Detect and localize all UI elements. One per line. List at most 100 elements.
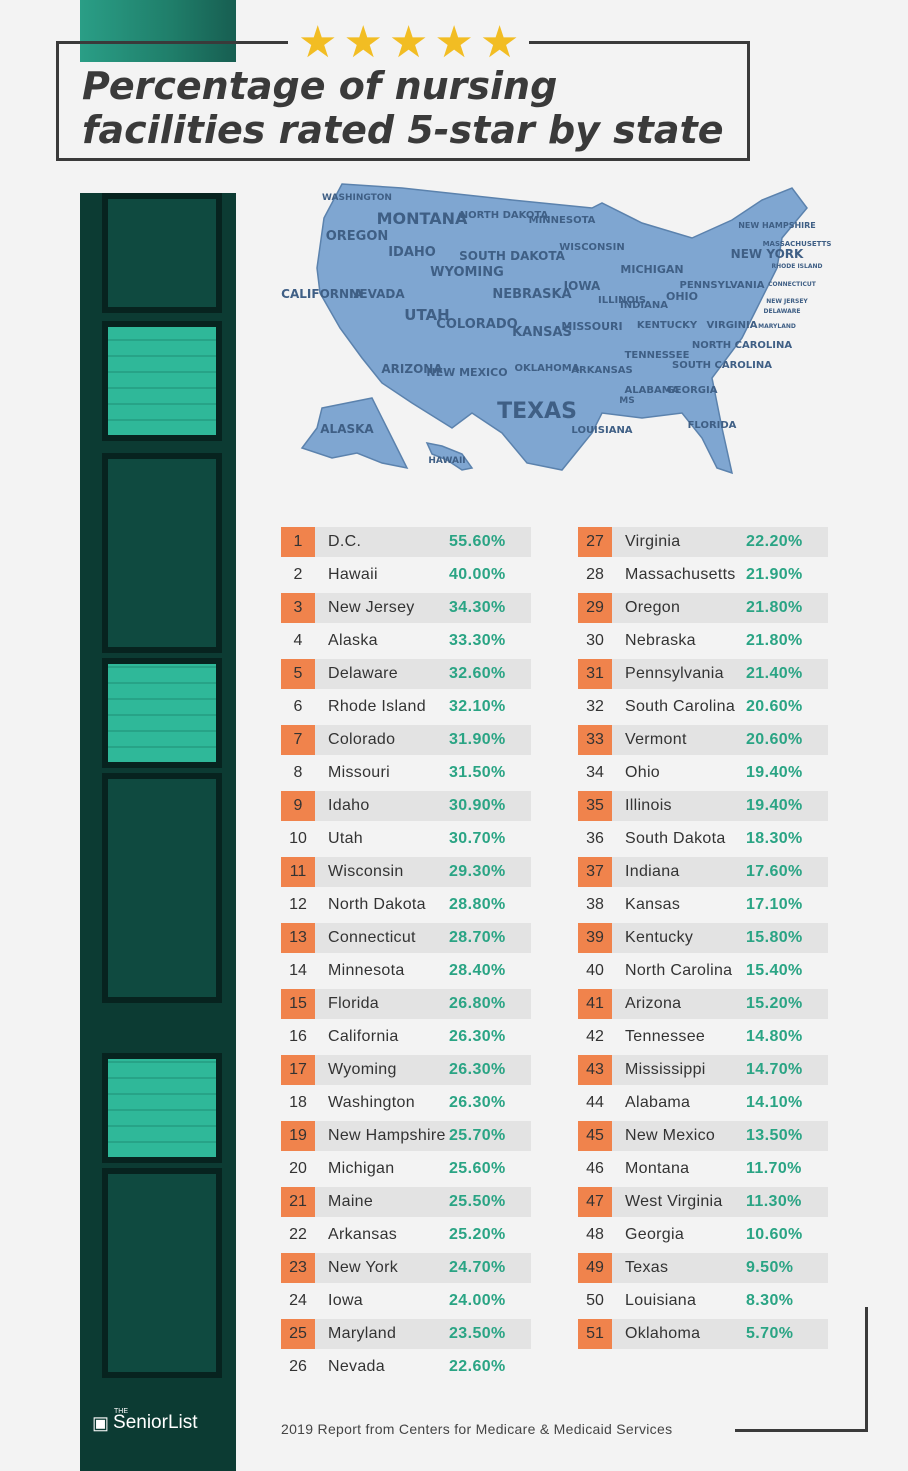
table-row: 32 South Carolina 20.60% bbox=[578, 692, 828, 722]
map-state-label: NORTH DAKOTA bbox=[460, 210, 549, 221]
map-state-label: SOUTH CAROLINA bbox=[672, 360, 772, 371]
percent-cell: 25.60% bbox=[449, 1160, 506, 1177]
building-photo bbox=[80, 193, 236, 1471]
state-cell: Alabama bbox=[625, 1094, 691, 1111]
percent-cell: 22.60% bbox=[449, 1358, 506, 1375]
percent-cell: 21.90% bbox=[746, 566, 803, 583]
state-cell: Kentucky bbox=[625, 929, 694, 946]
ranking-table-left: 1 D.C. 55.60% 2 Hawaii 40.00% 3 New Jersey 34.30… bbox=[281, 527, 531, 1385]
us-map-mainland bbox=[316, 183, 808, 475]
map-state-label: KANSAS bbox=[512, 325, 572, 340]
state-cell: North Dakota bbox=[328, 896, 426, 913]
table-row: 31 Pennsylvania 21.40% bbox=[578, 659, 828, 689]
rank-cell: 14 bbox=[289, 962, 307, 979]
state-cell: Indiana bbox=[625, 863, 680, 880]
rank-cell: 36 bbox=[586, 830, 604, 847]
alaska-shape bbox=[300, 397, 409, 470]
map-state-label: TENNESSEE bbox=[625, 350, 690, 361]
rank-cell: 4 bbox=[293, 632, 303, 649]
rank-cell: 46 bbox=[586, 1160, 604, 1177]
state-cell: New Jersey bbox=[328, 599, 415, 616]
state-cell: Arizona bbox=[625, 995, 682, 1012]
rank-cell: 18 bbox=[289, 1094, 307, 1111]
state-cell: California bbox=[328, 1028, 399, 1045]
table-row: 27 Virginia 22.20% bbox=[578, 527, 828, 557]
table-row: 49 Texas 9.50% bbox=[578, 1253, 828, 1283]
percent-cell: 8.30% bbox=[746, 1292, 794, 1309]
rank-cell: 44 bbox=[586, 1094, 604, 1111]
percent-cell: 26.80% bbox=[449, 995, 506, 1012]
rank-cell: 33 bbox=[578, 725, 612, 755]
percent-cell: 5.70% bbox=[746, 1325, 794, 1342]
table-row: 5 Delaware 32.60% bbox=[281, 659, 531, 689]
table-row: 29 Oregon 21.80% bbox=[578, 593, 828, 623]
state-cell: Maryland bbox=[328, 1325, 397, 1342]
table-row: 51 Oklahoma 5.70% bbox=[578, 1319, 828, 1349]
percent-cell: 26.30% bbox=[449, 1061, 506, 1078]
percent-cell: 31.50% bbox=[449, 764, 506, 781]
state-cell: Arkansas bbox=[328, 1226, 398, 1243]
table-row: 39 Kentucky 15.80% bbox=[578, 923, 828, 953]
rank-cell: 2 bbox=[293, 566, 303, 583]
rank-cell: 51 bbox=[578, 1319, 612, 1349]
percent-cell: 14.70% bbox=[746, 1061, 803, 1078]
table-row: 40 North Carolina 15.40% bbox=[578, 956, 828, 986]
table-row: 20 Michigan 25.60% bbox=[281, 1154, 531, 1184]
rank-cell: 13 bbox=[281, 923, 315, 953]
map-state-label: OHIO bbox=[666, 290, 698, 303]
page-title: Percentage of nursing facilities rated 5… bbox=[82, 64, 724, 152]
percent-cell: 9.50% bbox=[746, 1259, 794, 1276]
percent-cell: 28.70% bbox=[449, 929, 506, 946]
state-cell: Vermont bbox=[625, 731, 687, 748]
table-row: 38 Kansas 17.10% bbox=[578, 890, 828, 920]
rank-cell: 41 bbox=[578, 989, 612, 1019]
table-row: 43 Mississippi 14.70% bbox=[578, 1055, 828, 1085]
table-row: 46 Montana 11.70% bbox=[578, 1154, 828, 1184]
map-state-label: IOWA bbox=[564, 279, 601, 293]
percent-cell: 14.80% bbox=[746, 1028, 803, 1045]
percent-cell: 25.50% bbox=[449, 1193, 506, 1210]
map-state-label: MS bbox=[619, 396, 634, 406]
map-state-label: MINNESOTA bbox=[529, 215, 596, 226]
map-state-label: CONNECTICUT bbox=[768, 281, 817, 288]
rank-cell: 39 bbox=[578, 923, 612, 953]
rank-cell: 3 bbox=[281, 593, 315, 623]
rank-cell: 30 bbox=[586, 632, 604, 649]
state-cell: Maine bbox=[328, 1193, 374, 1210]
table-row: 35 Illinois 19.40% bbox=[578, 791, 828, 821]
rank-cell: 23 bbox=[281, 1253, 315, 1283]
table-row: 25 Maryland 23.50% bbox=[281, 1319, 531, 1349]
rank-cell: 31 bbox=[578, 659, 612, 689]
map-state-label: LOUISIANA bbox=[571, 425, 632, 436]
map-state-label: MISSOURI bbox=[561, 320, 622, 333]
percent-cell: 19.40% bbox=[746, 797, 803, 814]
rank-cell: 37 bbox=[578, 857, 612, 887]
state-cell: Florida bbox=[328, 995, 380, 1012]
percent-cell: 30.90% bbox=[449, 797, 506, 814]
map-state-label: ALABAMA bbox=[625, 385, 680, 396]
map-state-label: DELAWARE bbox=[764, 308, 801, 315]
table-row: 45 New Mexico 13.50% bbox=[578, 1121, 828, 1151]
map-state-label: COLORADO bbox=[436, 317, 517, 332]
map-state-label: VIRGINIA bbox=[707, 320, 758, 331]
state-cell: Missouri bbox=[328, 764, 390, 781]
rank-cell: 29 bbox=[578, 593, 612, 623]
state-cell: D.C. bbox=[328, 533, 362, 550]
rank-cell: 24 bbox=[289, 1292, 307, 1309]
rank-cell: 22 bbox=[289, 1226, 307, 1243]
map-state-label: FLORIDA bbox=[688, 420, 737, 431]
rank-cell: 27 bbox=[578, 527, 612, 557]
state-cell: Oregon bbox=[625, 599, 681, 616]
rank-cell: 28 bbox=[586, 566, 604, 583]
table-row: 1 D.C. 55.60% bbox=[281, 527, 531, 557]
state-cell: Montana bbox=[625, 1160, 690, 1177]
rank-cell: 9 bbox=[281, 791, 315, 821]
table-row: 11 Wisconsin 29.30% bbox=[281, 857, 531, 887]
map-state-label: WYOMING bbox=[430, 265, 504, 280]
table-row: 8 Missouri 31.50% bbox=[281, 758, 531, 788]
table-row: 17 Wyoming 26.30% bbox=[281, 1055, 531, 1085]
rank-cell: 40 bbox=[586, 962, 604, 979]
state-cell: New Mexico bbox=[625, 1127, 716, 1144]
table-row: 10 Utah 30.70% bbox=[281, 824, 531, 854]
